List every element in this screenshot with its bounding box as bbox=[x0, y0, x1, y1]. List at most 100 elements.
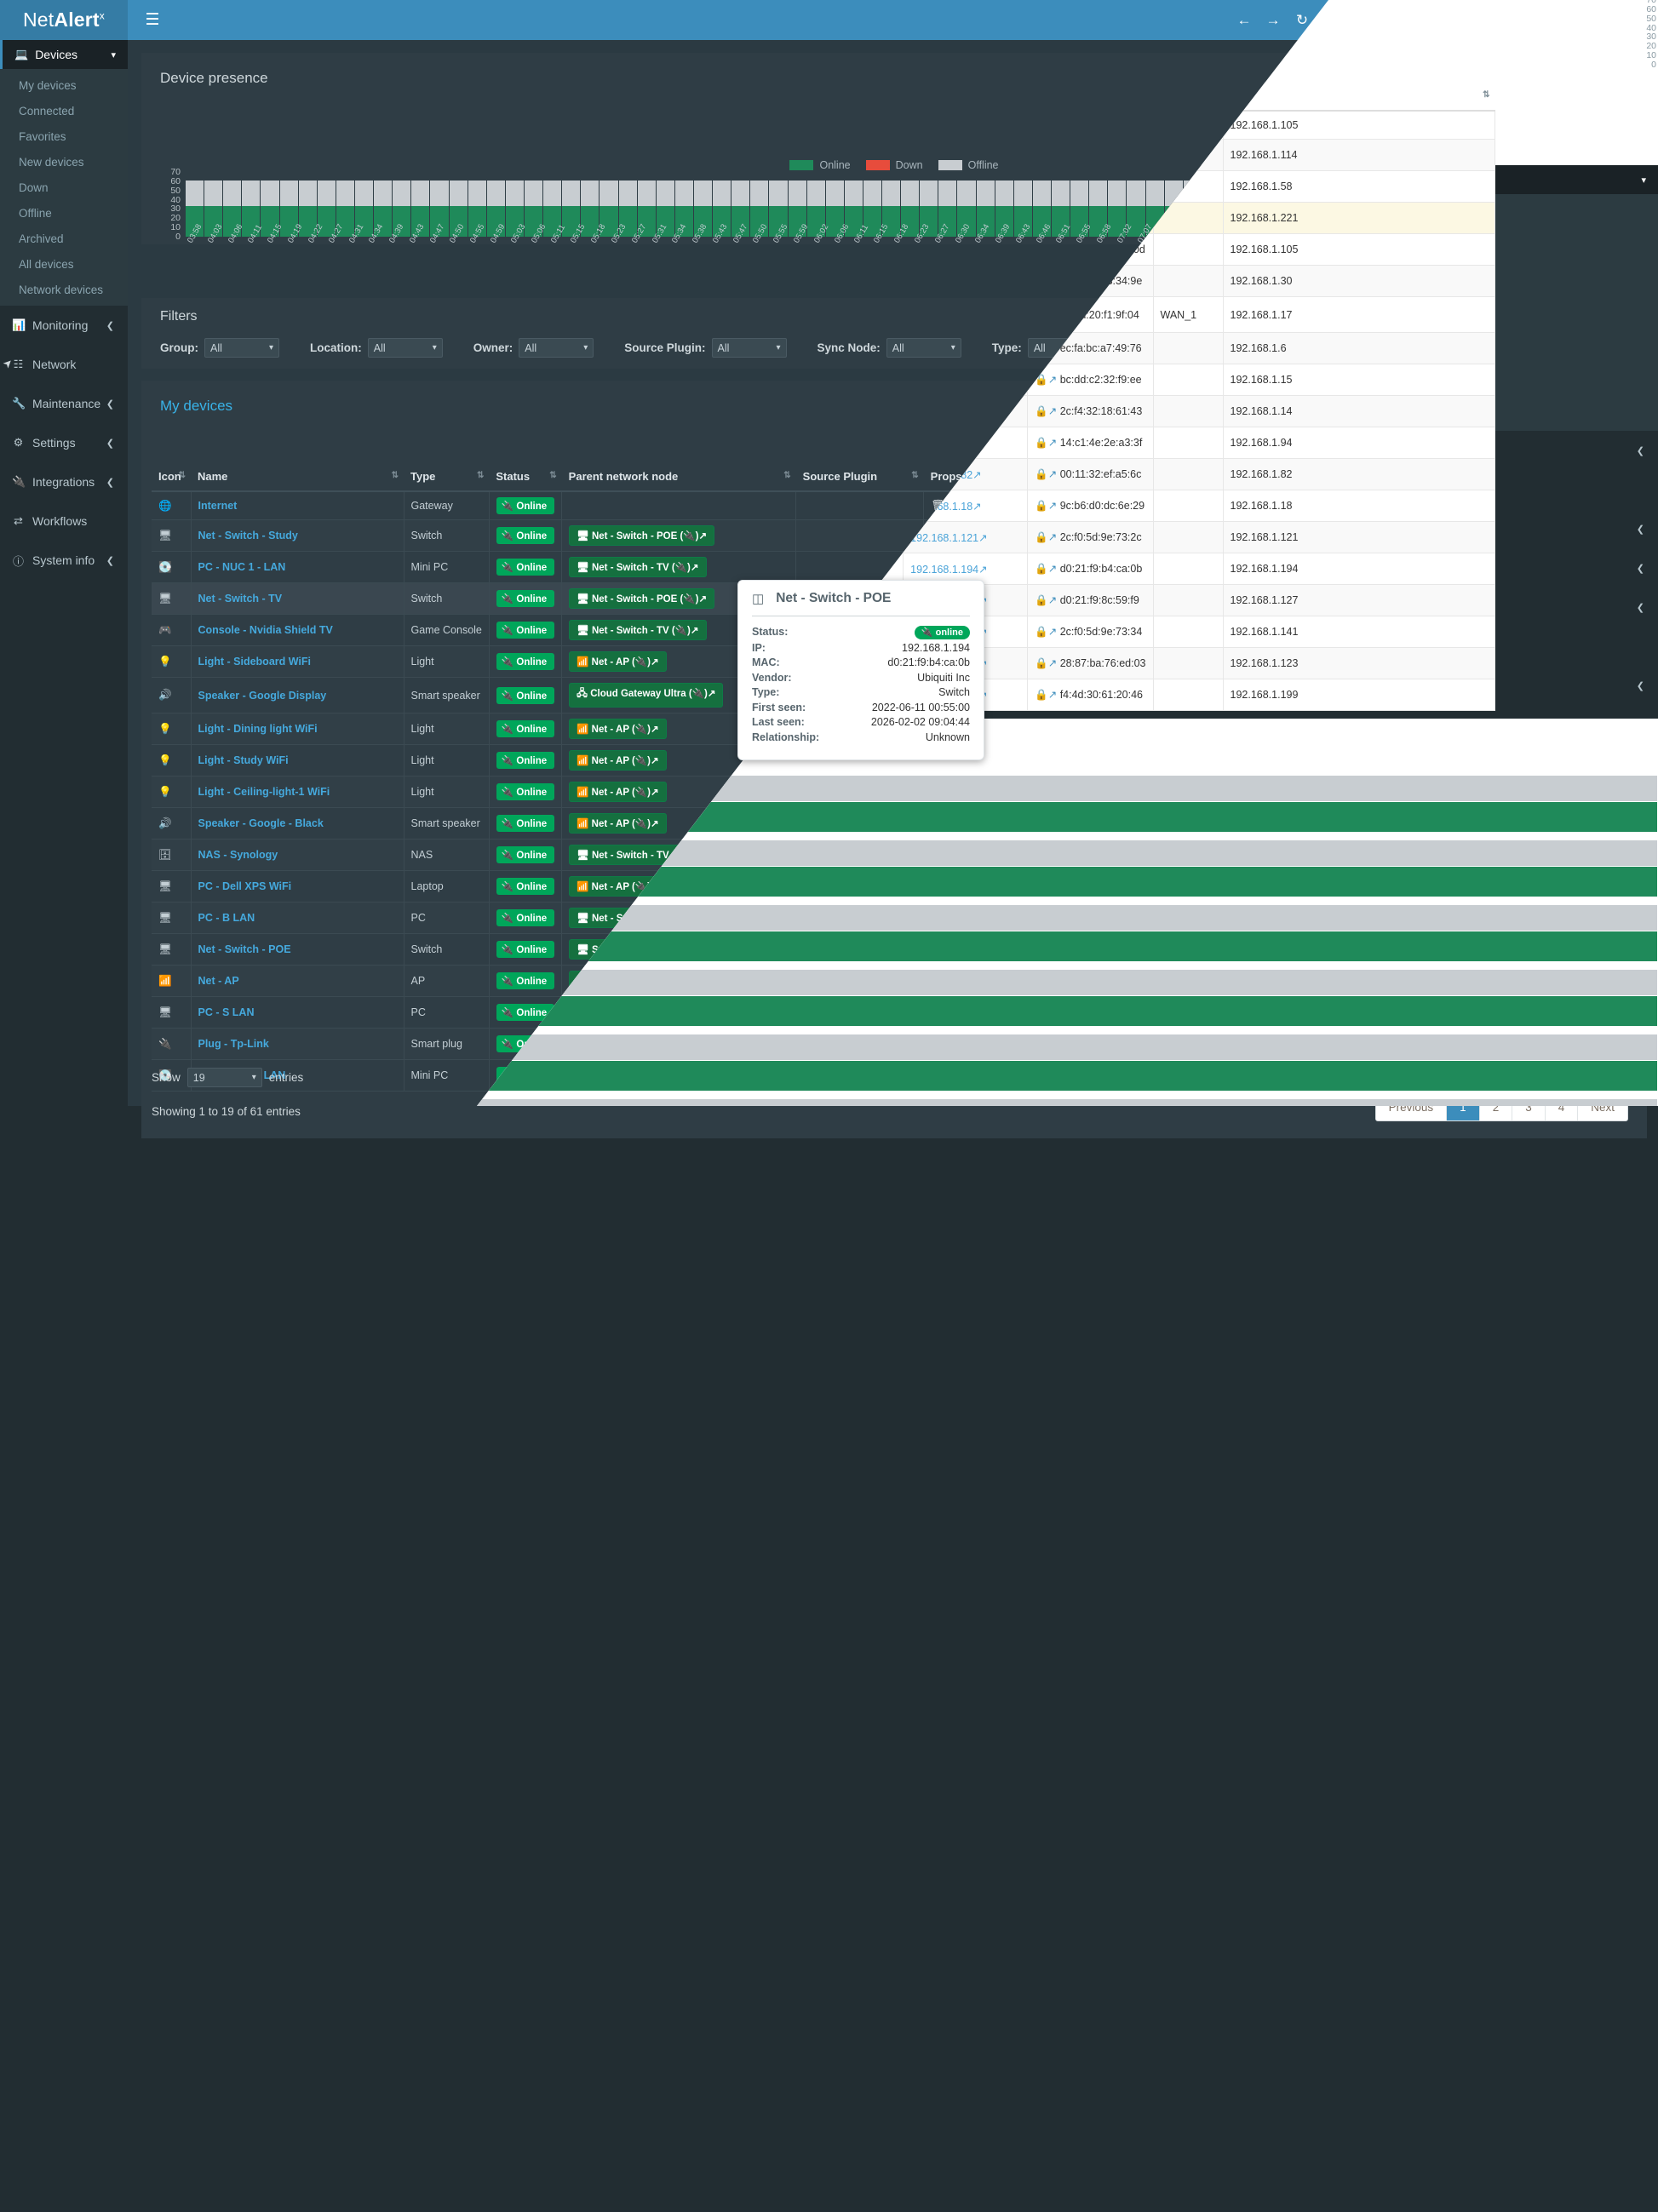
hamburger-icon[interactable]: ☰ bbox=[145, 11, 160, 29]
pagination-3[interactable]: 3 bbox=[1512, 1094, 1546, 1120]
column-header-icon[interactable]: Icon⇅ bbox=[152, 462, 191, 492]
sidebar-item-new-devices[interactable]: New devices bbox=[0, 149, 128, 175]
delete-icon[interactable]: 🗑 bbox=[931, 1069, 945, 1081]
column-header-parent-network-node[interactable]: Parent network node ⇅ bbox=[561, 462, 796, 492]
lock-icon[interactable]: 🔒↗ bbox=[1176, 1069, 1199, 1081]
parent-node-pill[interactable]: 🖥 Net - Switch - TV (🔌)↗ bbox=[569, 845, 707, 865]
parent-node-pill[interactable]: 🖥 Net - Switch - POE (🔌)↗ bbox=[569, 588, 715, 609]
delete-icon[interactable]: 🗑 bbox=[931, 560, 945, 573]
last-ip-link[interactable]: 192.168.1.15↗ bbox=[1052, 754, 1123, 767]
device-name-link[interactable]: PC - Dell XPS WiFi bbox=[198, 880, 292, 892]
sidebar-item-monitoring[interactable]: 📊 Monitoring ❮ bbox=[0, 306, 128, 345]
lock-icon[interactable]: 🔒↗ bbox=[1176, 1006, 1199, 1018]
last-ip-link[interactable]: 192.168.1.82↗ bbox=[1052, 849, 1123, 862]
lock-icon[interactable]: 🔒↗ bbox=[1176, 849, 1199, 861]
last-ip-link[interactable]: 192.168.1.114↗ bbox=[1052, 530, 1128, 542]
delete-icon[interactable]: 🗑 bbox=[931, 911, 945, 924]
device-name-link[interactable]: Net - Switch - POE bbox=[198, 943, 291, 955]
lock-icon[interactable]: 🔒↗ bbox=[1176, 943, 1199, 955]
pagination-1[interactable]: 1 bbox=[1447, 1094, 1480, 1120]
column-header-vlan[interactable]: VLAN ⇅ bbox=[1294, 462, 1364, 492]
lock-icon[interactable]: 🔒↗ bbox=[1176, 817, 1199, 829]
parent-node-pill[interactable]: 🖥 Net - Switch - POE (🔌)↗ bbox=[569, 525, 715, 546]
last-ip-link[interactable]: 192.168.1.30↗ bbox=[1052, 656, 1123, 668]
last-ip-link[interactable]: 192.168.1.121↗ bbox=[1052, 912, 1129, 925]
device-name-link[interactable]: Speaker - Google Display bbox=[198, 689, 327, 702]
table-row[interactable]: 💡 Light - Ceiling-light-1 WiFi Light 🔌 Onli… bbox=[152, 776, 1637, 808]
last-ip-link[interactable]: 192.168.1.123↗ bbox=[1052, 1038, 1129, 1051]
device-name-link[interactable]: Light - Ceiling-light-1 WiFi bbox=[198, 786, 330, 798]
lock-icon[interactable]: 🔒↗ bbox=[1176, 500, 1199, 512]
app-logo[interactable]: NetAlertx bbox=[0, 0, 128, 40]
sidebar-item-network[interactable]: ☷ Network bbox=[0, 345, 128, 384]
sort-icon[interactable]: ⇅ bbox=[391, 471, 399, 480]
last-ip-link[interactable]: 192.168.1.199↗ bbox=[1052, 1069, 1129, 1082]
device-name-link[interactable]: Internet bbox=[198, 500, 238, 512]
entries-per-page-select[interactable]: 19 ▾ bbox=[186, 1068, 262, 1087]
sort-icon[interactable]: ⇅ bbox=[783, 471, 790, 480]
device-name-link[interactable]: PC - NUC 1 - LAN bbox=[198, 561, 286, 573]
filter-select[interactable]: All ▾ bbox=[1027, 338, 1103, 358]
delete-icon[interactable]: 🗑 bbox=[931, 1006, 945, 1018]
delete-icon[interactable]: 🗑 bbox=[931, 943, 945, 955]
sidebar-item-down[interactable]: Down bbox=[0, 175, 128, 200]
sidebar-item-connected[interactable]: Connected bbox=[0, 98, 128, 123]
sort-icon[interactable]: ⇅ bbox=[911, 471, 918, 480]
arrow-right-icon[interactable]: → bbox=[1265, 11, 1281, 28]
last-ip-link[interactable]: 192.168.1.194↗ bbox=[1052, 943, 1129, 956]
sidebar-item-favorites[interactable]: Favorites bbox=[0, 123, 128, 149]
table-row[interactable]: 🖥 Net - Switch - Study Switch 🔌 Online 🖥 Net… bbox=[152, 519, 1637, 552]
last-ip-link[interactable]: 192.168.1.17↗ bbox=[1052, 690, 1123, 702]
table-row[interactable]: 💽 PC - NUC 1 - LAN Mini PC 🔌 Online 🖥 Net - … bbox=[152, 551, 1637, 583]
parent-node-pill[interactable]: 🖥 Net - Switch - Study (🔌)↗ bbox=[569, 908, 721, 928]
delete-icon[interactable]: 🗑 bbox=[931, 499, 945, 512]
sort-icon[interactable]: ⇅ bbox=[1032, 471, 1039, 480]
delete-icon[interactable]: 🗑 bbox=[931, 880, 945, 892]
lock-icon[interactable]: 🔒↗ bbox=[1176, 912, 1199, 924]
last-ip-link[interactable]: 192.168.1.18↗ bbox=[1052, 880, 1123, 893]
table-row[interactable]: 🗄 NAS - Synology NAS 🔌 Online 🖥 Net - Switch… bbox=[152, 839, 1637, 871]
avatar[interactable]: ☃ bbox=[1626, 8, 1651, 32]
column-header-name[interactable]: Name ⇅ bbox=[191, 462, 404, 492]
sort-icon[interactable]: ⇅ bbox=[476, 471, 484, 480]
device-name-link[interactable]: NAS - Synology bbox=[198, 849, 278, 861]
device-name-link[interactable]: Light - Sideboard WiFi bbox=[198, 656, 312, 668]
new-device-button[interactable]: ⊞ New device bbox=[1558, 398, 1628, 411]
sidebar-item-network-devices[interactable]: Network devices bbox=[0, 277, 128, 302]
lock-icon[interactable]: 🔒↗ bbox=[1176, 754, 1199, 766]
pagination-2[interactable]: 2 bbox=[1479, 1094, 1513, 1120]
lock-icon[interactable]: 🔒↗ bbox=[1176, 689, 1199, 702]
device-name-link[interactable]: Console - Nvidia Shield TV bbox=[198, 624, 333, 636]
delete-icon[interactable]: 🗑 bbox=[931, 848, 945, 861]
lock-icon[interactable]: 🔒↗ bbox=[1176, 975, 1199, 987]
devices-title[interactable]: My devices bbox=[160, 398, 233, 414]
lock-icon[interactable]: 🔒↗ bbox=[1176, 723, 1199, 735]
table-row[interactable]: 🔌 Plug - Tp-Link Smart plug 🔌 Online 📶 Net -… bbox=[152, 1028, 1637, 1060]
parent-node-pill[interactable]: 📶 Net - AP (🔌)↗ bbox=[569, 750, 667, 771]
column-header-full-mac[interactable]: Full MAC ⇅ bbox=[1168, 462, 1294, 492]
pagination-next[interactable]: Next bbox=[1578, 1094, 1627, 1120]
table-row[interactable]: 🖥 PC - B LAN PC 🔌 Online 🖥 Net - Switch - St… bbox=[152, 902, 1637, 934]
last-ip-link[interactable]: 180.233.125.180↗ bbox=[1052, 500, 1141, 513]
parent-node-pill[interactable]: 🖥 Net - Switch - Study (🔌)↗ bbox=[569, 1002, 721, 1023]
lock-icon[interactable]: 🔒↗ bbox=[1176, 1038, 1199, 1050]
parent-node-pill[interactable]: 📶 Net - AP (🔌)↗ bbox=[569, 719, 667, 739]
last-ip-link[interactable]: 192.168.1.6↗ bbox=[1052, 723, 1117, 736]
delete-icon[interactable]: 🗑 bbox=[931, 817, 945, 829]
parent-node-pill[interactable]: 🖥 Net - Switch - POE (🔌)↗ bbox=[569, 971, 715, 991]
filter-select[interactable]: All ▾ bbox=[204, 338, 279, 358]
last-ip-link[interactable]: 192.168.1.127↗ bbox=[1052, 975, 1129, 988]
sort-icon[interactable]: ⇅ bbox=[549, 471, 556, 480]
delete-icon[interactable]: 🗑 bbox=[931, 529, 945, 542]
last-ip-link[interactable]: 192.168.1.14↗ bbox=[1052, 786, 1123, 799]
column-header-ipv4[interactable]: IPv4 ⇅ bbox=[1364, 462, 1637, 492]
sidebar-item-devices[interactable]: 💻 Devices ▾ bbox=[0, 40, 128, 69]
search-input[interactable] bbox=[1500, 432, 1628, 453]
device-name-link[interactable]: PC - S LAN bbox=[198, 1006, 255, 1018]
sidebar-item-integrations[interactable]: 🔌 Integrations ❮ bbox=[0, 462, 128, 501]
lock-icon[interactable]: 🔒↗ bbox=[1176, 593, 1199, 605]
delete-icon[interactable]: 🗑 bbox=[931, 1037, 945, 1050]
last-ip-link[interactable]: 192.168.1.141↗ bbox=[1052, 1006, 1129, 1019]
lock-icon[interactable]: 🔒↗ bbox=[1176, 530, 1199, 542]
sidebar-item-system-info[interactable]: ⓘ System info ❮ bbox=[0, 541, 128, 580]
